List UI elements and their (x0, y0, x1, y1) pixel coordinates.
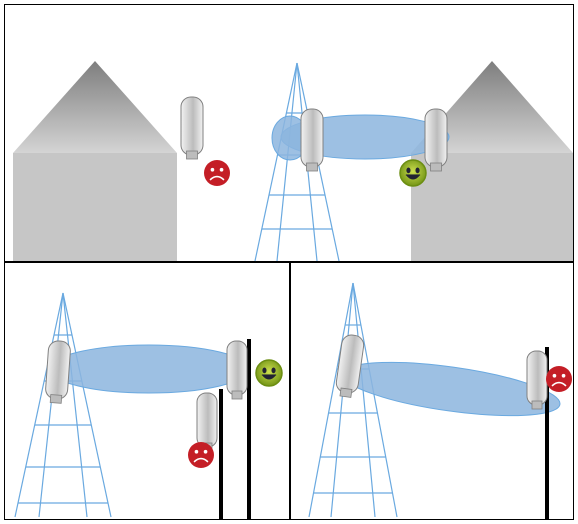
fresnel-zone (49, 345, 249, 393)
bad-icon (546, 366, 572, 392)
bad-icon (188, 442, 214, 468)
good-icon (400, 160, 426, 186)
antenna (45, 340, 71, 403)
panel-bottom-right-svg (291, 263, 575, 521)
panel-bottom-left-svg (5, 263, 291, 521)
good-icon (256, 360, 282, 386)
bad-icon (204, 160, 230, 186)
antenna (527, 351, 547, 409)
house (13, 61, 177, 261)
antenna (181, 97, 203, 159)
panel-bottom-left (4, 262, 290, 520)
tower (15, 293, 111, 517)
tower (309, 283, 397, 517)
panel-bottom-right (290, 262, 574, 520)
antenna (425, 109, 447, 171)
tower (255, 63, 339, 261)
panel-top-svg (5, 5, 575, 263)
panel-top (4, 4, 574, 262)
antenna (227, 341, 247, 399)
antenna (301, 109, 323, 171)
